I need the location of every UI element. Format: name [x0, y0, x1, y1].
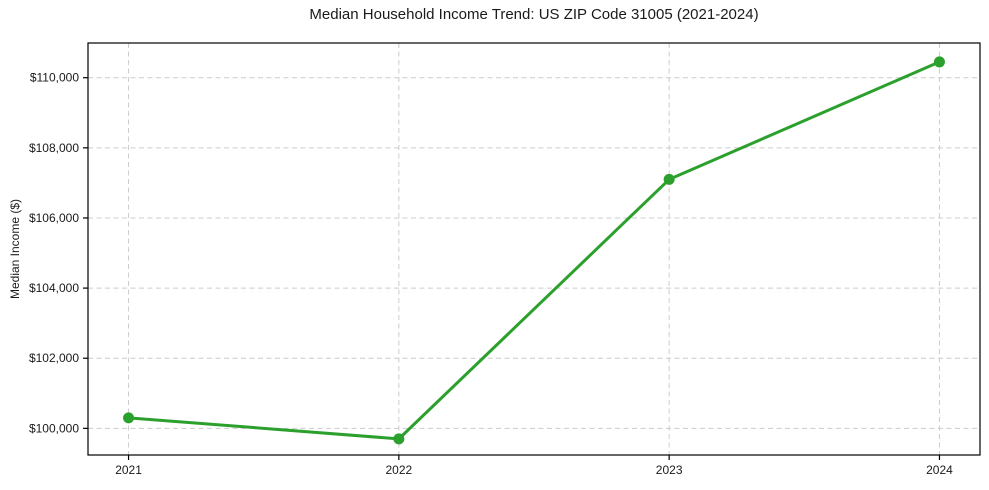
x-tick-label: 2021: [115, 463, 142, 477]
y-tick-label: $108,000: [29, 141, 79, 155]
x-tick-label: 2024: [926, 463, 953, 477]
y-tick-label: $106,000: [29, 211, 79, 225]
y-tick-label: $102,000: [29, 351, 79, 365]
plot-border: [87, 42, 981, 456]
y-tick-label: $110,000: [30, 71, 79, 85]
x-tick-label: 2022: [385, 463, 412, 477]
data-point-marker: [393, 433, 405, 445]
y-tick-label: $100,000: [29, 421, 79, 435]
data-line: [127, 60, 941, 441]
chart-title: Median Household Income Trend: US ZIP Co…: [309, 6, 759, 23]
y-tick-label: $104,000: [29, 281, 79, 295]
data-point-marker: [123, 412, 135, 424]
data-point-marker: [663, 173, 675, 185]
x-tick-label: 2023: [656, 463, 683, 477]
data-point-marker: [933, 56, 945, 68]
